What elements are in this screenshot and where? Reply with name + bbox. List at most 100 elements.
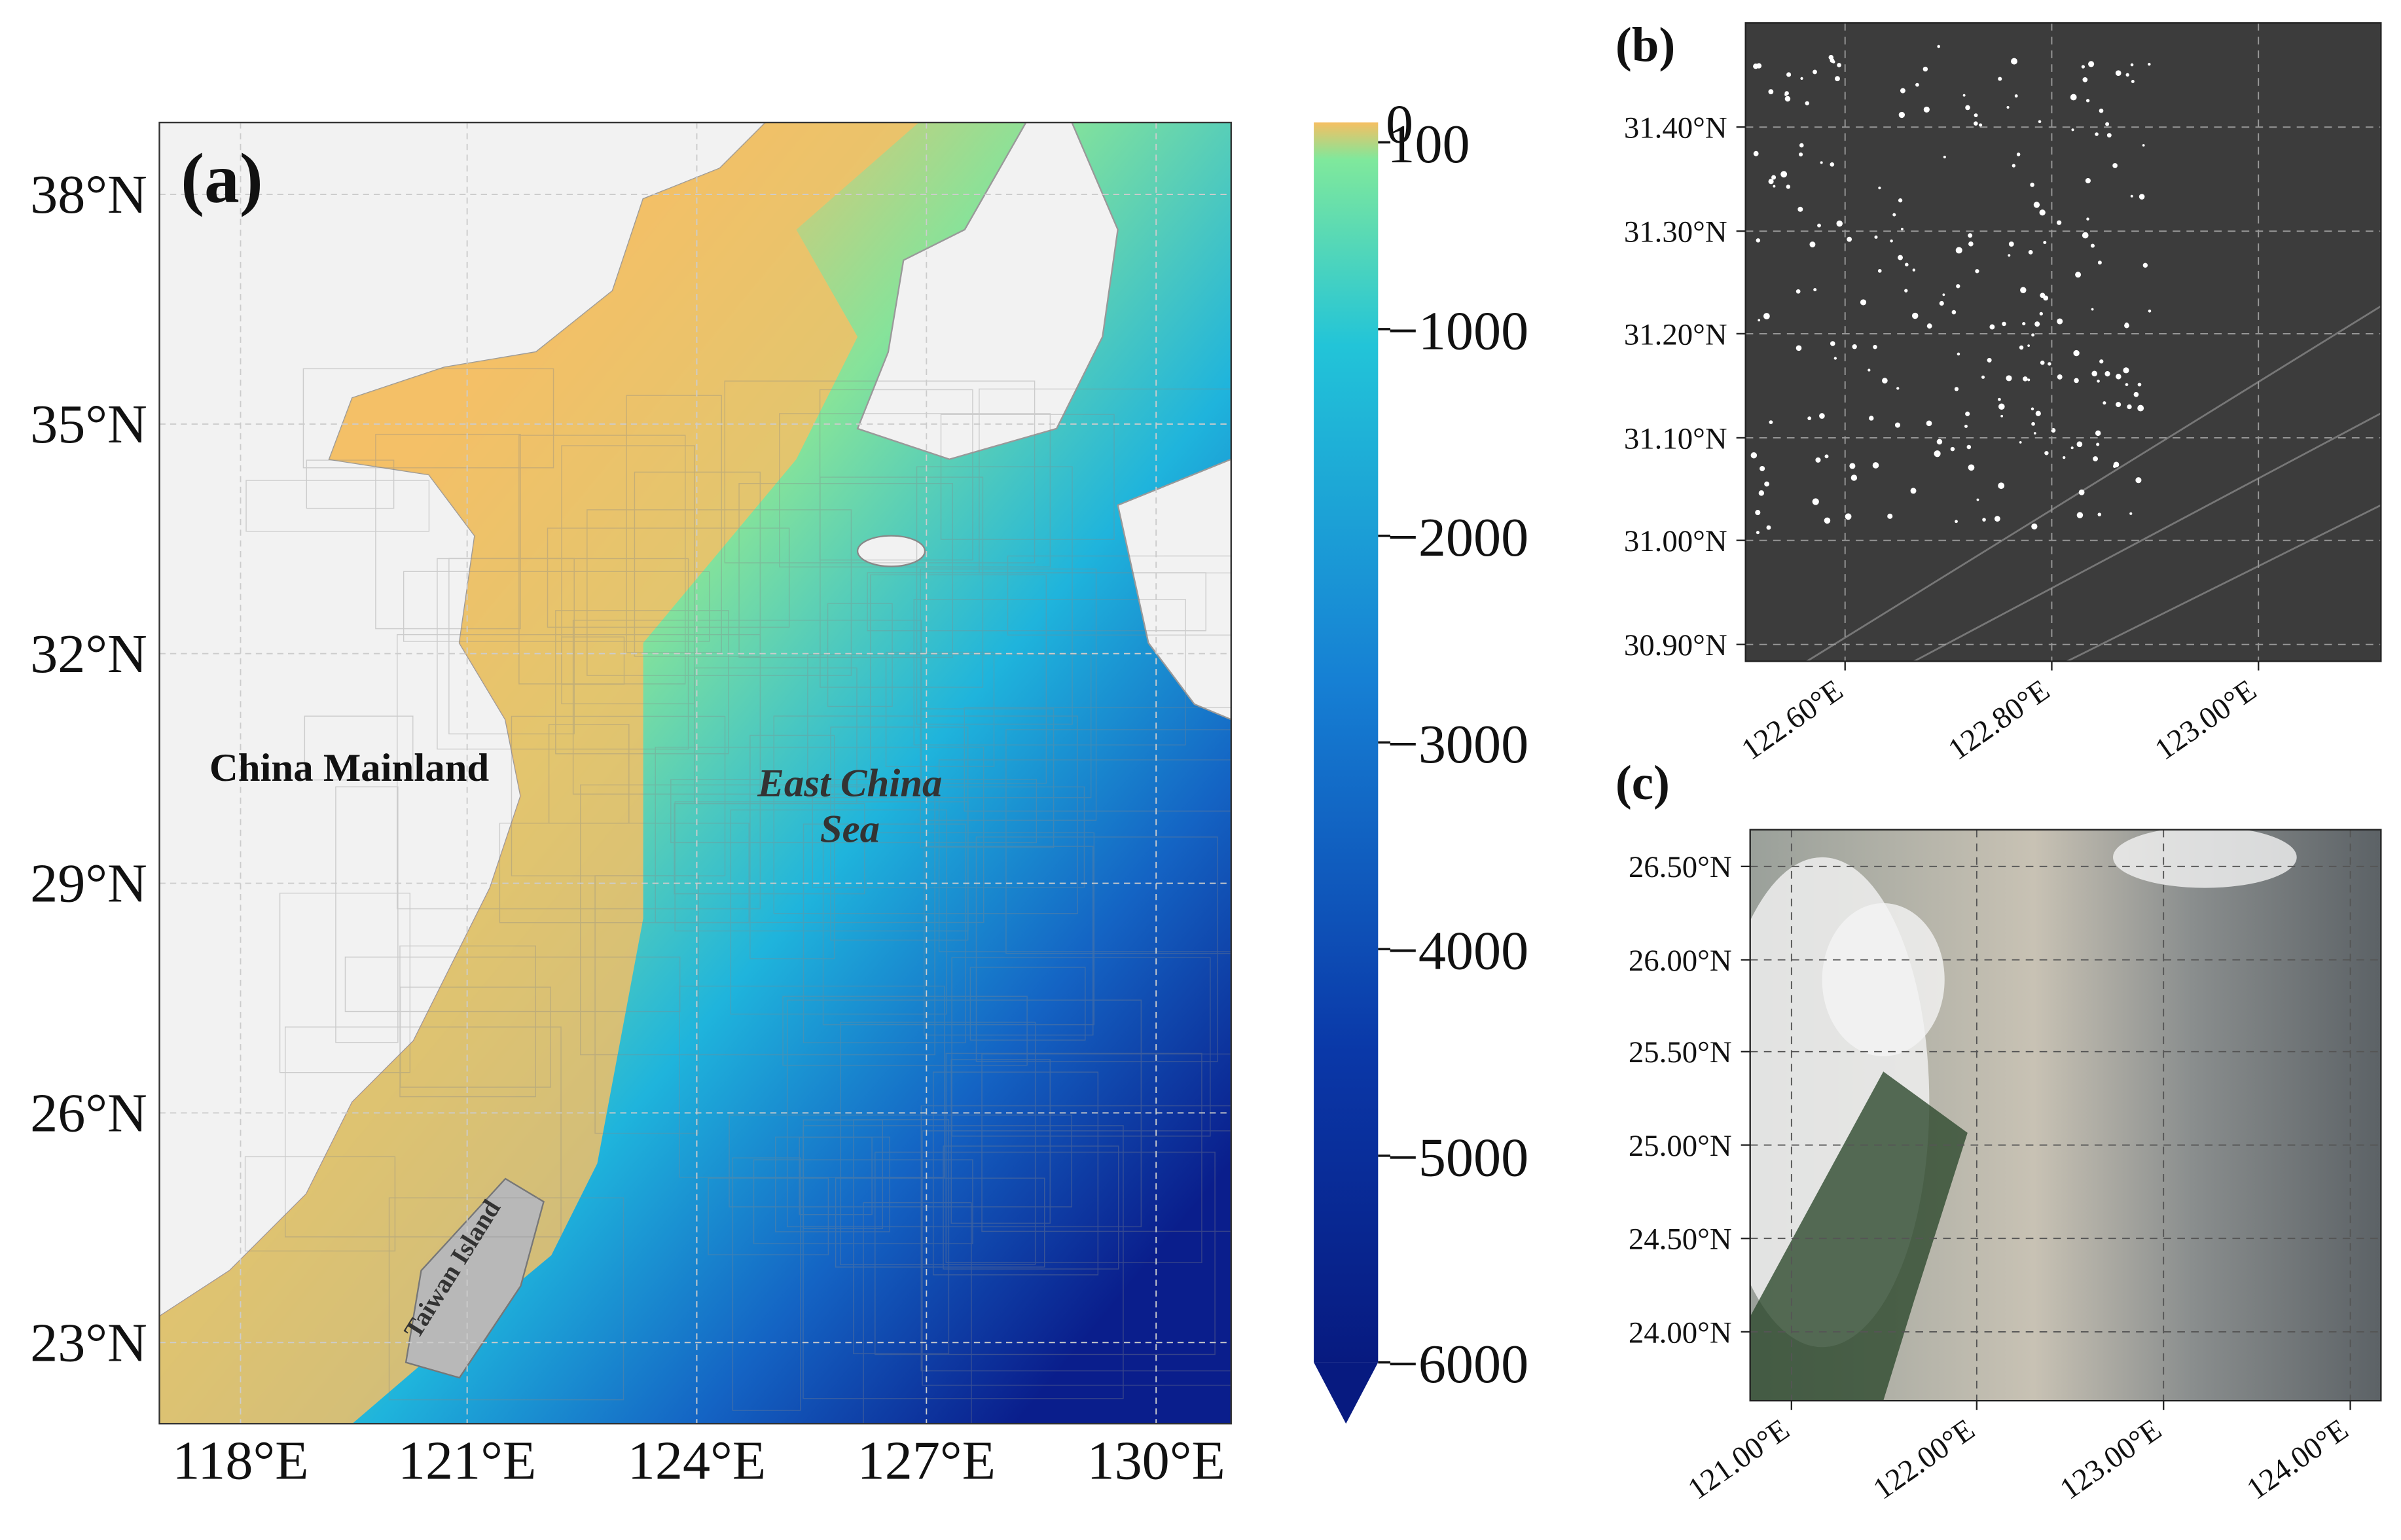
colorbar-tick-label: −4000 <box>1387 921 1528 982</box>
vessel <box>2125 383 2129 386</box>
track-box <box>830 726 969 941</box>
vessel <box>2073 349 2080 357</box>
track-box <box>403 571 710 642</box>
track-box <box>626 395 722 653</box>
vessel <box>2090 243 2095 248</box>
vessel <box>1813 69 1817 75</box>
vessel <box>2020 287 2027 293</box>
vessel <box>2078 489 2085 495</box>
x-tick-label: 122.60°E <box>1735 673 1849 766</box>
track-box <box>782 995 1028 1066</box>
vessel <box>1892 213 1896 217</box>
y-tick-label: 25.50°N <box>1629 1035 1732 1069</box>
vessel <box>2012 164 2016 168</box>
x-tick-label: 121°E <box>398 1430 536 1491</box>
vessel <box>1951 310 1957 315</box>
vessel <box>1824 454 1829 459</box>
vessel <box>1950 446 1955 452</box>
vessel <box>1968 233 1973 238</box>
vessel <box>2044 451 2049 456</box>
annotation: Sea <box>820 807 880 851</box>
vessel <box>2131 80 2135 83</box>
vessel <box>2139 194 2145 200</box>
track-box <box>555 610 729 755</box>
vessel <box>1758 319 1761 322</box>
vessel <box>2031 523 2038 530</box>
colorbar-tick-label: −5000 <box>1387 1127 1528 1188</box>
vessel <box>1998 397 2001 401</box>
vessel <box>1887 513 1893 519</box>
vessel <box>2006 106 2010 109</box>
track-box <box>730 809 947 1015</box>
vessel <box>1819 413 1825 419</box>
track-box <box>812 786 1085 888</box>
x-tick-label: 122.80°E <box>1942 673 2056 766</box>
y-tick-label: 31.10°N <box>1624 421 1727 456</box>
vessel <box>2040 293 2046 298</box>
vessel <box>2129 512 2133 515</box>
track-box <box>245 480 430 532</box>
track-box <box>679 986 945 1178</box>
track-box <box>922 1130 1231 1386</box>
vessel <box>1805 101 1809 105</box>
track-box <box>979 388 1231 574</box>
track-box <box>940 414 1115 540</box>
vessel <box>1987 357 1992 363</box>
map-a <box>159 122 1231 1424</box>
y-tick-label: 38°N <box>30 164 147 225</box>
vessel <box>1820 161 1823 164</box>
vessel <box>1786 185 1791 189</box>
vessel <box>2135 477 2142 484</box>
x-tick-label: 124°E <box>628 1430 766 1491</box>
vessel <box>1799 143 1804 148</box>
vessel <box>1962 94 1966 97</box>
vessel <box>1898 111 1905 118</box>
track-box <box>587 509 852 676</box>
vessel <box>1758 490 1765 496</box>
track-box <box>285 1026 562 1238</box>
vessel <box>1910 488 1917 494</box>
track-box <box>799 1137 873 1215</box>
vessel <box>2075 272 2082 278</box>
vessel <box>1833 357 1837 360</box>
track-box <box>964 707 1231 812</box>
vessel <box>1872 462 1879 469</box>
x-tick-label: 118°E <box>172 1430 308 1491</box>
track-box <box>344 956 681 1012</box>
track-box <box>820 476 984 688</box>
vessel <box>2043 241 2047 244</box>
vessel <box>1764 481 1770 487</box>
vessel <box>1756 238 1761 243</box>
vessel <box>1898 255 1903 260</box>
vessel <box>1807 416 1812 421</box>
vessel <box>1915 82 1919 87</box>
vessel <box>2048 362 2051 366</box>
vessel <box>2086 217 2089 221</box>
vessel <box>2082 232 2089 239</box>
track-box <box>853 1119 950 1355</box>
vessel <box>1812 498 1819 505</box>
track-box <box>306 459 395 509</box>
image-c <box>1750 829 2381 1401</box>
vessel <box>2006 375 2012 382</box>
x-tick-label: 123.00°E <box>2054 1412 2168 1506</box>
y-tick-label: 30.90°N <box>1624 628 1727 662</box>
vessel <box>1786 72 1792 77</box>
vessel <box>1817 223 1821 228</box>
panel-label: (b) <box>1616 18 1675 73</box>
track-box <box>634 471 761 657</box>
vessel <box>1828 54 1834 60</box>
vessel <box>2130 194 2133 198</box>
x-tick-label: 130°E <box>1087 1430 1225 1491</box>
track-box <box>951 957 1211 1137</box>
colorbar <box>1314 122 1379 1363</box>
vessel <box>1860 299 1867 306</box>
track-box <box>448 558 575 735</box>
panel-label: (c) <box>1616 756 1670 810</box>
vessel <box>2081 65 2085 69</box>
track-box <box>945 1052 1202 1263</box>
track-box <box>807 654 1092 798</box>
vessel <box>1934 450 1941 457</box>
vessel <box>2104 371 2110 377</box>
vessel <box>1923 66 1928 72</box>
